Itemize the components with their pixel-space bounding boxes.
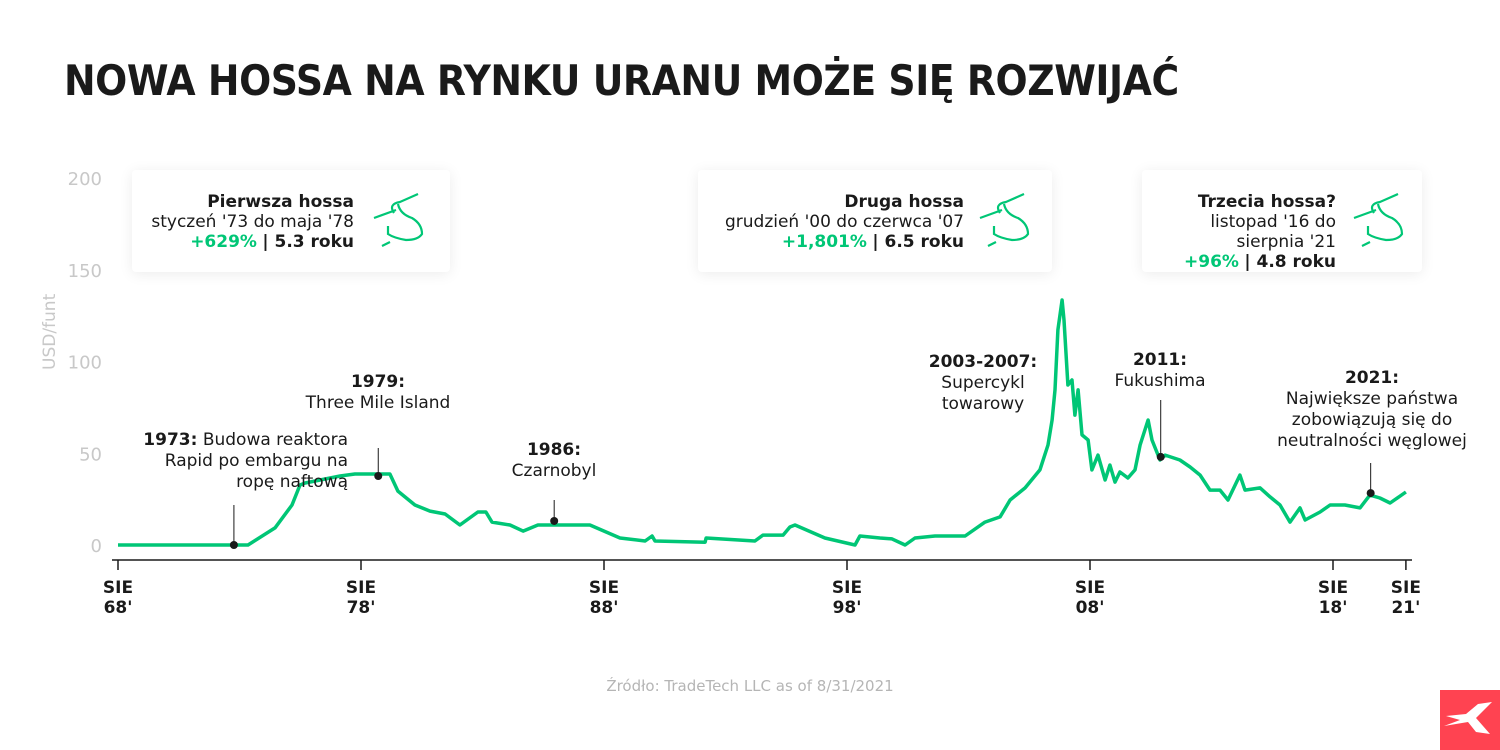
y-tick-label: 200 [68,169,102,190]
x-tick-label: SIE 98' [832,578,862,618]
source-note: Źródło: TradeTech LLC as of 8/31/2021 [606,677,894,695]
annotation-1986: 1986: Czarnobyl [511,440,597,481]
info-box-second: Druga hossa grudzień '00 do czerwca '07 +1… [698,170,1052,272]
x-tick-label: SIE 68' [103,578,133,618]
box-duration: | 6.5 roku [872,232,964,252]
annotation-marker [229,541,238,549]
box-period: listopad '16 do sierpnia '21 [1210,212,1336,252]
box-gain: +1,801% [781,232,867,252]
y-tick-label: 0 [91,536,102,557]
annotation-marker [374,472,383,481]
annotation-marker [1366,489,1375,498]
annotation-2021: 2021: Największe państwa zobowiązują się d… [1277,368,1467,451]
x-tick-label: SIE 88' [589,578,619,618]
y-tick-label: 50 [79,444,102,465]
y-tick-label: 100 [68,353,102,374]
annotation-1973: 1973: Budowa reaktora Rapid po embargu na… [143,430,348,492]
box-duration: | 5.3 roku [262,232,354,252]
annotation-marker [1156,452,1165,461]
y-tick-label: 150 [68,261,102,282]
box-duration: | 4.8 roku [1244,252,1336,272]
bull-icon [979,192,1030,247]
page-title: NOWA HOSSA NA RYNKU URANU MOŻE SIĘ ROZWI… [64,56,1179,105]
x-tick-label: SIE 21' [1391,578,1421,618]
info-box-first: Pierwsza hossa styczeń '73 do maja '78 +62… [132,170,450,272]
box-title: Pierwsza hossa [207,192,354,212]
box-period: grudzień '00 do czerwca '07 [724,212,964,232]
box-period: styczeń '73 do maja '78 [151,212,354,232]
annotation-1979: 1979: Three Mile Island [305,372,451,413]
x-tick-label: SIE 78' [346,578,376,618]
box-gain: +96% [1184,252,1239,272]
price-line [118,298,1407,547]
box-title: Trzecia hossa? [1197,192,1336,212]
box-title: Druga hossa [844,192,964,212]
xtb-logo [1440,690,1500,750]
info-box-third: Trzecia hossa? listopad '16 do sierpnia '… [1142,170,1422,272]
annotation-2011: 2011: Fukushima [1114,350,1206,391]
annotation-marker [550,516,559,525]
box-gain: +629% [190,232,257,252]
x-tick-label: SIE 18' [1318,578,1348,618]
annotation-2003-2007: 2003-2007: Supercykl towarowy [928,352,1038,414]
bull-icon [373,192,424,247]
x-tick-label: SIE 08' [1075,578,1105,618]
bull-icon [1353,192,1404,247]
